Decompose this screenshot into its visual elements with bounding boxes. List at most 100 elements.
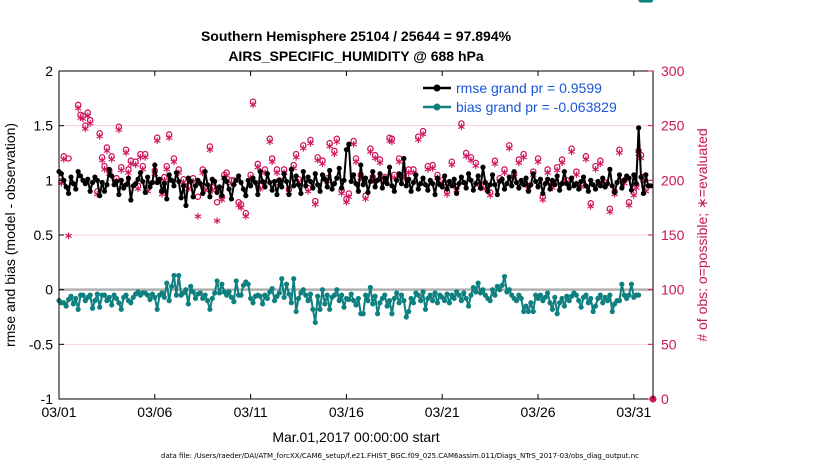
rmse-point bbox=[116, 191, 122, 198]
obs-evaluated-point: * bbox=[170, 157, 178, 173]
rmse-point bbox=[269, 187, 275, 193]
obs-evaluated-point: * bbox=[477, 183, 485, 199]
rmse-point bbox=[420, 175, 426, 181]
rmse-point bbox=[377, 171, 383, 177]
axis-ticks: 03/01 03/06 03/11 03/16 03/21 03/26 03/31 2 1.5 1… bbox=[29, 63, 685, 420]
bias-point bbox=[291, 276, 297, 282]
bias-point bbox=[259, 301, 266, 307]
rmse-point bbox=[295, 182, 302, 188]
bias-point bbox=[159, 290, 165, 296]
bias-point bbox=[554, 311, 560, 317]
obs-evaluated-point: * bbox=[218, 195, 226, 211]
bias-point bbox=[257, 293, 263, 299]
bias-point bbox=[566, 298, 572, 304]
rmse-point bbox=[374, 177, 381, 183]
rmse-point bbox=[353, 181, 359, 187]
obs-possible-point bbox=[300, 142, 307, 149]
bias-point bbox=[197, 290, 203, 296]
rmse-point bbox=[540, 190, 546, 197]
rmse-point bbox=[214, 189, 220, 195]
rmse-point bbox=[545, 176, 551, 182]
obs-evaluated-point: * bbox=[582, 155, 590, 171]
obs-evaluated-point: * bbox=[144, 186, 152, 202]
rmse-point bbox=[465, 171, 472, 177]
bias-point bbox=[406, 308, 412, 315]
obs-evaluated-point: * bbox=[637, 154, 645, 170]
obs-evaluated-point: * bbox=[633, 183, 641, 199]
rmse-point bbox=[180, 183, 187, 189]
obs-evaluated-point: * bbox=[357, 173, 365, 189]
bias-point bbox=[327, 306, 333, 312]
rmse-point bbox=[212, 178, 218, 185]
rmse-point bbox=[434, 175, 441, 181]
bias-point bbox=[171, 272, 177, 279]
rmse-point bbox=[523, 175, 529, 181]
obs-evaluated-point: * bbox=[266, 137, 274, 153]
obs-evaluated-point: * bbox=[74, 103, 82, 119]
rmse-point bbox=[324, 184, 330, 190]
bias-point bbox=[123, 292, 129, 298]
rmse-point bbox=[171, 183, 177, 189]
y-tick-label-left: -0.5 bbox=[29, 336, 53, 352]
footer-data-file: data file: /Users/raeder/DAI/ATM_forcXX/… bbox=[161, 452, 639, 460]
obs-possible-point bbox=[65, 155, 72, 162]
rmse-point bbox=[291, 183, 297, 189]
rmse-point bbox=[355, 188, 361, 194]
obs-evaluated-point: * bbox=[515, 158, 523, 174]
bias-point bbox=[609, 308, 615, 315]
bias-point bbox=[537, 292, 544, 298]
rmse-point bbox=[549, 177, 556, 183]
bias-point bbox=[248, 295, 254, 302]
obs-possible-point bbox=[410, 166, 417, 173]
obs-evaluated-point: * bbox=[415, 135, 423, 151]
bias-point bbox=[573, 292, 579, 298]
rmse-point bbox=[168, 177, 175, 183]
rmse-point bbox=[351, 172, 357, 178]
bias-point bbox=[346, 296, 352, 303]
bias-point bbox=[317, 306, 323, 312]
obs-possible-point bbox=[273, 166, 281, 173]
obs-possible-point bbox=[331, 147, 338, 155]
rmse-point bbox=[68, 174, 74, 180]
rmse-point bbox=[192, 183, 199, 189]
bias-point bbox=[118, 306, 124, 312]
rmse-point bbox=[348, 178, 354, 185]
rmse-point bbox=[70, 181, 76, 187]
bias-point bbox=[590, 308, 596, 315]
obs-possible-point bbox=[266, 135, 274, 143]
obs-evaluated-point: * bbox=[352, 157, 360, 173]
rmse-point bbox=[200, 190, 206, 197]
bias-point bbox=[92, 298, 98, 304]
obs-evaluated-point: * bbox=[331, 149, 339, 165]
bias-point bbox=[190, 289, 196, 295]
rmse-point bbox=[542, 181, 548, 187]
rmse-point bbox=[173, 170, 179, 176]
obs-possible-point bbox=[568, 145, 575, 152]
bias-point bbox=[295, 295, 302, 302]
rmse-point bbox=[252, 179, 259, 186]
obs-possible-point bbox=[290, 161, 297, 169]
rmse-point bbox=[101, 188, 108, 194]
rmse-point bbox=[382, 175, 388, 181]
rmse-point bbox=[307, 178, 314, 185]
bias-point bbox=[94, 291, 100, 297]
bias-point bbox=[430, 298, 436, 304]
obs-evaluated-point: * bbox=[534, 157, 542, 173]
rmse-point bbox=[425, 187, 431, 193]
rmse-point bbox=[403, 183, 409, 189]
rmse-point bbox=[449, 183, 455, 189]
rmse-point bbox=[118, 177, 124, 183]
rmse-point bbox=[597, 183, 603, 189]
bias-point bbox=[382, 292, 388, 298]
rmse-point bbox=[648, 183, 654, 189]
rmse-point bbox=[592, 186, 599, 192]
x-tick-label: 03/11 bbox=[234, 404, 268, 420]
obs-evaluated-point: * bbox=[312, 199, 320, 215]
bias-point bbox=[559, 295, 565, 302]
obs-possible-point bbox=[86, 116, 94, 124]
obs-possible-point bbox=[139, 162, 147, 170]
rmse-point bbox=[166, 172, 172, 178]
bias-point bbox=[408, 295, 414, 302]
bias-point bbox=[176, 272, 182, 279]
obs-evaluated-point: * bbox=[350, 139, 358, 155]
